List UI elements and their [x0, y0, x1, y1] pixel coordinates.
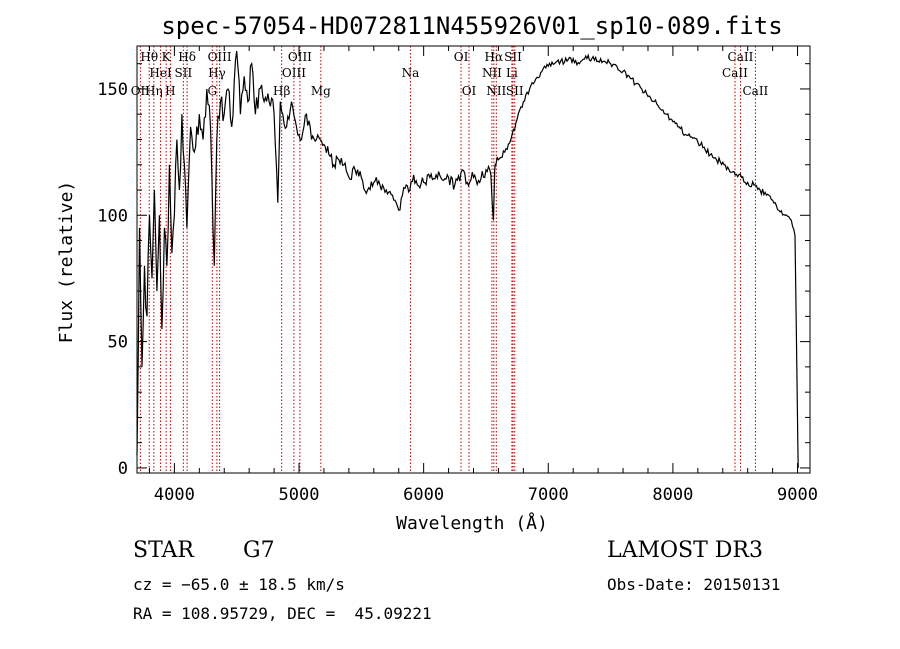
spectral-line-label: Li	[506, 66, 518, 80]
spectral-line-label: SII	[504, 50, 522, 64]
spectral-line-label: H	[165, 84, 175, 98]
spectral-line-label: Hθ	[140, 50, 158, 64]
spectral-line-label: Hη	[145, 84, 163, 98]
spectral-class: G7	[243, 538, 275, 563]
spectral-line-label: HeI	[149, 66, 172, 80]
x-tick-label: 9000	[777, 485, 818, 505]
spectral-line-label: G	[207, 84, 217, 98]
spectral-line-label: CaII	[722, 66, 748, 80]
spectral-line-label: OIII	[282, 66, 306, 80]
y-tick-label: 50	[108, 333, 128, 353]
spectral-line-label: OIII	[288, 50, 312, 64]
coordinates: RA = 108.95729, DEC = 45.09221	[133, 604, 432, 623]
redshift-velocity: cz = −65.0 ± 18.5 km/s	[133, 575, 345, 594]
spectral-line-label: OI	[454, 50, 469, 64]
observation-date: Obs-Date: 20150131	[607, 575, 781, 594]
survey-name: LAMOST DR3	[607, 538, 763, 563]
x-tick-label: 4000	[154, 485, 195, 505]
x-axis-label: Wavelength (Å)	[396, 512, 548, 534]
spectral-line-label: CaII	[728, 50, 754, 64]
spectral-line-label: OI	[462, 84, 477, 98]
flux-series-line	[136, 51, 799, 468]
spectral-line-label: Hβ	[273, 84, 290, 98]
spectral-line-label: SII	[506, 84, 524, 98]
spectral-line-label: NII	[486, 84, 506, 98]
x-tick-label: 6000	[403, 485, 444, 505]
spectral-line-label: Hγ	[208, 66, 226, 80]
x-tick-label: 5000	[279, 485, 320, 505]
x-tick-label: 7000	[528, 485, 569, 505]
object-type: STAR	[133, 538, 194, 563]
y-tick-label: 100	[97, 206, 128, 226]
spectral-line-label: K	[162, 50, 172, 64]
spectral-line-label: Mg	[311, 84, 331, 98]
spectral-line-label: Hδ	[178, 50, 196, 64]
spectral-line-label: OIII	[208, 50, 232, 64]
spectral-line-label: NII	[482, 66, 502, 80]
chart-title: spec-57054-HD072811N455926V01_sp10-089.f…	[161, 12, 782, 40]
y-axis-label: Flux (relative)	[56, 181, 77, 344]
spectral-line-label: Hα	[485, 50, 504, 64]
spectral-line-label: OII	[131, 84, 151, 98]
spectral-line-label: CaII	[742, 84, 768, 98]
line-labels: OIIHθHηHeIKHSIIHδGHγOIIIHβOIIIOIIIMgNaOI…	[131, 50, 769, 98]
y-tick-label: 0	[118, 459, 128, 479]
spectral-line-label: SII	[175, 66, 193, 80]
axis-ticks: 4000 5000 6000 7000 8000 9000 0 50 100 150	[97, 46, 818, 505]
spectral-line-label: Na	[402, 66, 420, 80]
plot-frame	[136, 45, 811, 474]
x-tick-label: 8000	[652, 485, 693, 505]
y-tick-label: 150	[97, 80, 128, 100]
